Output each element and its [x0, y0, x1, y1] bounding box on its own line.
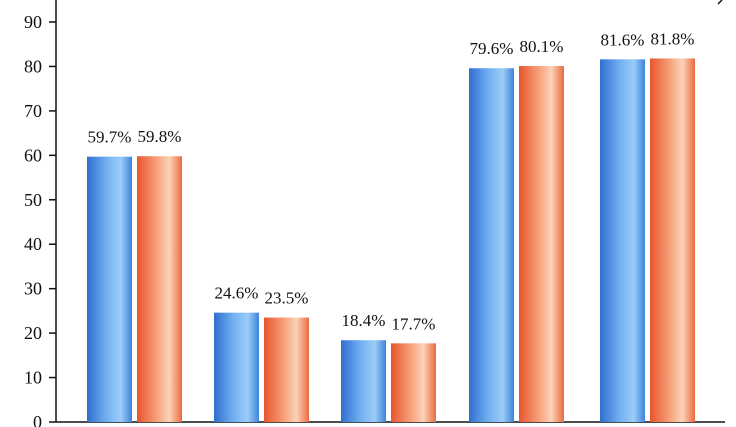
bar: [519, 66, 564, 422]
data-label: 18.4%: [342, 311, 386, 330]
y-ticks: 0 10 20 30 40 50 60 70 80 90: [24, 12, 56, 427]
data-label: 79.6%: [470, 39, 514, 58]
y-tick-label: 90: [24, 12, 42, 32]
bars: [87, 58, 695, 422]
bar: [264, 317, 309, 422]
data-label: 80.1%: [520, 37, 564, 56]
y-tick-label: 20: [24, 323, 42, 343]
y-tick-label: 80: [24, 56, 42, 76]
bar: [87, 156, 132, 422]
bar: [469, 68, 514, 422]
data-label: 81.8%: [651, 29, 695, 48]
top-corner-mark: [717, 0, 723, 5]
bar: [214, 312, 259, 422]
data-label: 59.8%: [138, 127, 182, 146]
bar: [600, 59, 645, 422]
bar: [341, 340, 386, 422]
y-tick-label: 60: [24, 145, 42, 165]
data-labels: 59.7% 24.6% 18.4% 79.6% 81.6% 59.8% 23.5% 17.7%…: [88, 29, 695, 333]
y-tick-label: 30: [24, 279, 42, 299]
bar: [137, 156, 182, 422]
data-label: 59.7%: [88, 128, 132, 147]
data-label: 23.5%: [265, 289, 309, 308]
data-label: 81.6%: [601, 30, 645, 49]
y-tick-label: 10: [24, 368, 42, 388]
y-tick-label: 0: [33, 412, 42, 427]
bar: [391, 343, 436, 422]
y-tick-label: 50: [24, 190, 42, 210]
bar: [650, 58, 695, 422]
data-label: 24.6%: [215, 284, 259, 303]
y-tick-label: 70: [24, 101, 42, 121]
data-label: 17.7%: [392, 314, 436, 333]
y-tick-label: 40: [24, 234, 42, 254]
